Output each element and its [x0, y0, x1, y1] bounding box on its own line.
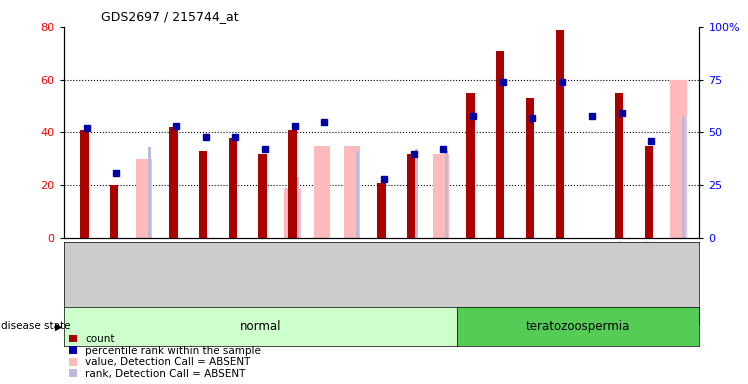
- Bar: [147, 147, 150, 238]
- Bar: [343, 146, 360, 238]
- Bar: [407, 154, 415, 238]
- Bar: [445, 151, 448, 238]
- Legend: count, percentile rank within the sample, value, Detection Call = ABSENT, rank, : count, percentile rank within the sample…: [69, 334, 261, 379]
- Bar: [284, 188, 301, 238]
- Text: GDS2697 / 215744_at: GDS2697 / 215744_at: [101, 10, 239, 23]
- Bar: [259, 154, 267, 238]
- Bar: [670, 79, 687, 238]
- Text: disease state: disease state: [1, 321, 71, 331]
- Bar: [526, 98, 534, 238]
- Bar: [314, 146, 330, 238]
- Text: normal: normal: [239, 320, 281, 333]
- Bar: [229, 138, 237, 238]
- Bar: [110, 185, 118, 238]
- Bar: [615, 93, 623, 238]
- Bar: [645, 146, 653, 238]
- Bar: [288, 130, 296, 238]
- Bar: [377, 183, 386, 238]
- Bar: [415, 149, 418, 238]
- Text: teratozoospermia: teratozoospermia: [526, 320, 631, 333]
- Bar: [556, 30, 564, 238]
- Bar: [296, 177, 299, 238]
- Bar: [682, 116, 685, 238]
- Bar: [135, 159, 152, 238]
- Bar: [433, 154, 449, 238]
- Text: ▶: ▶: [55, 321, 62, 331]
- Bar: [199, 151, 207, 238]
- Bar: [80, 130, 88, 238]
- Bar: [169, 127, 178, 238]
- Bar: [496, 51, 504, 238]
- Bar: [355, 151, 358, 238]
- Bar: [467, 93, 475, 238]
